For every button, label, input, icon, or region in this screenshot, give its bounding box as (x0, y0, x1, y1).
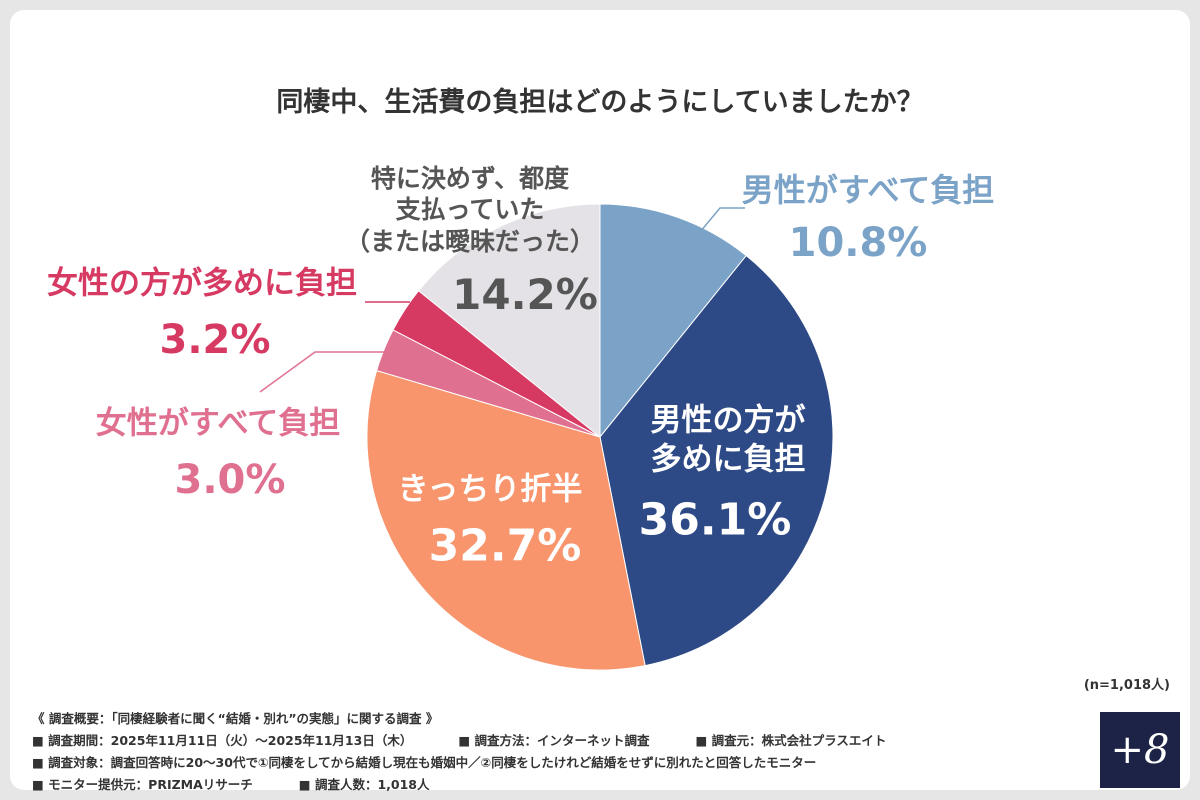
value-label: 3.0% (174, 457, 286, 503)
note: ■ 調査期間：2025年11月11日（火）〜2025年11月13日（木） (32, 732, 413, 748)
leader-line (699, 207, 745, 233)
category-label: 男性がすべて負担 (741, 171, 995, 209)
note-row: ■ 調査期間：2025年11月11日（火）〜2025年11月13日（木） ■ 調査… (32, 728, 886, 750)
value-label: 3.2% (159, 317, 271, 363)
chart-title: 同棲中、生活費の負担はどのようにしていましたか？ (276, 87, 924, 118)
category-label: 男性の方が 多めに負担 (650, 402, 806, 477)
notes: 《 調査概要：「同棲経験者に聞く“結婚・別れ”の実態」に関する調査 》 ■ 調査期… (32, 706, 886, 794)
category-label: 特に決めず、都度 支払っていた （または曖昧だった） (344, 164, 596, 256)
pie-slice (599, 254, 834, 667)
note: 《 調査概要：「同棲経験者に聞く“結婚・別れ”の実態」に関する調査 》 (32, 710, 439, 726)
pie-slice (366, 369, 646, 671)
note: ■ 調査元：株式会社プラスエイト (695, 732, 887, 748)
sample-size: (n=1,018人) (1083, 678, 1170, 693)
value-label: 32.7% (428, 520, 582, 572)
note: ■ 調査対象：調査回答時に20〜30代で①同棲をしてから結婚し現在も婚姻中／②同… (32, 754, 817, 770)
note: ■ 調査方法：インターネット調査 (458, 732, 650, 748)
note-row: 《 調査概要：「同棲経験者に聞く“結婚・別れ”の実態」に関する調査 》 (32, 706, 886, 728)
value-label: 10.8% (788, 220, 928, 266)
note-row: ■ モニター提供元：PRIZMAリサーチ ■ 調査人数：1,018人 (32, 772, 886, 794)
value-label: 36.1% (638, 494, 792, 546)
note: ■ モニター提供元：PRIZMAリサーチ (32, 776, 253, 792)
pie-slice (417, 203, 601, 439)
note-row: ■ 調査対象：調査回答時に20〜30代で①同棲をしてから結婚し現在も婚姻中／②同… (32, 750, 886, 772)
note: ■ 調査人数：1,018人 (298, 776, 430, 792)
logo: +8 (1100, 712, 1180, 788)
category-label: 女性がすべて負担 (95, 405, 341, 442)
value-label: 14.2% (452, 269, 598, 319)
pie-slice (599, 203, 747, 439)
leader-line (259, 351, 385, 393)
category-label: きっちり折半 (397, 471, 583, 508)
category-label: 女性の方が多めに負担 (47, 265, 357, 302)
